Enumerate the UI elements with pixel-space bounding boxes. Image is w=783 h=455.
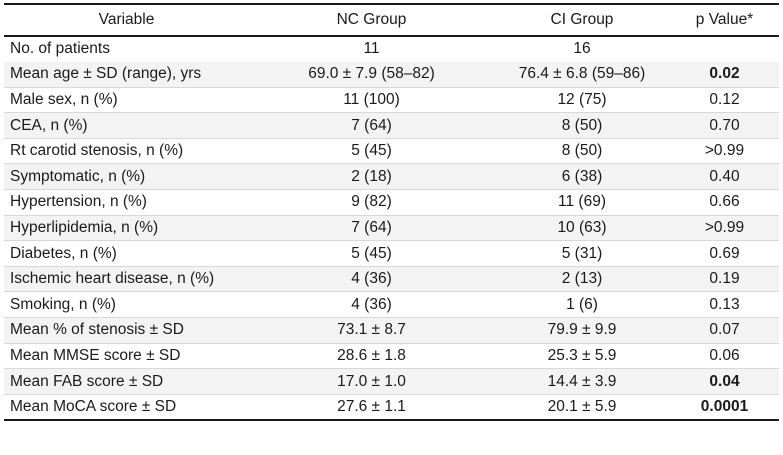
cell-nc-group: 5 (45) <box>249 240 494 267</box>
cell-ci-group: 8 (50) <box>494 138 670 165</box>
table-row: CEA, n (%) 7 (64) 8 (50) 0.70 <box>4 112 779 139</box>
cell-p-value: 0.70 <box>670 112 779 139</box>
cell-nc-group: 7 (64) <box>249 215 494 242</box>
cell-ci-group: 14.4 ± 3.9 <box>494 368 670 395</box>
cell-variable: Symptomatic, n (%) <box>4 163 249 191</box>
table-header: Variable NC Group CI Group p Value* <box>4 3 779 37</box>
cell-p-value: 0.02 <box>670 61 779 88</box>
cell-ci-group: 10 (63) <box>494 215 670 242</box>
cell-nc-group: 11 <box>363 40 380 58</box>
cell-variable: Male sex, n (%) <box>4 87 249 114</box>
cell-nc-group: 2 (18) <box>249 163 494 191</box>
cell-nc-group: 11 (100) <box>249 87 494 114</box>
table-row: Mean age ± SD (range), yrs 69.0 ± 7.9 (58… <box>4 61 779 88</box>
cell-variable: Hypertension, n (%) <box>4 189 249 216</box>
table-body: No. of patients 11 16 Mean age ± SD (range)… <box>4 36 779 421</box>
cell-nc-group: 73.1 ± 8.7 <box>249 317 494 344</box>
table-row: Smoking, n (%) 4 (36) 1 (6) 0.13 <box>4 291 779 319</box>
cell-ci-group: 8 (50) <box>494 112 670 139</box>
cell-ci-group: 16 <box>573 40 591 58</box>
cell-ci-group: 5 (31) <box>494 240 670 267</box>
table-row: Rt carotid stenosis, n (%) 5 (45) 8 (50) >0… <box>4 138 779 165</box>
patient-characteristics-table: Variable NC Group CI Group p Value* No. … <box>4 3 779 421</box>
table-row: Male sex, n (%) 11 (100) 12 (75) 0.12 <box>4 87 779 114</box>
cell-p-value <box>670 36 779 62</box>
table-row: No. of patients 11 16 <box>4 36 779 62</box>
cell-variable: Mean MMSE score ± SD <box>4 343 249 370</box>
cell-variable: Mean MoCA score ± SD <box>4 394 249 421</box>
cell-variable: Hyperlipidemia, n (%) <box>4 215 249 242</box>
header-nc-group: NC Group <box>249 3 494 37</box>
cell-p-value: 0.0001 <box>670 394 779 421</box>
cell-variable: Mean FAB score ± SD <box>4 368 249 395</box>
table-row: Mean FAB score ± SD 17.0 ± 1.0 14.4 ± 3.9 0… <box>4 368 779 395</box>
cell-p-value: >0.99 <box>670 215 779 242</box>
cell-variable: Mean age ± SD (range), yrs <box>4 61 249 88</box>
cell-p-value: >0.99 <box>670 138 779 165</box>
cell-nc-group: 5 (45) <box>249 138 494 165</box>
header-ci-group: CI Group <box>494 3 670 37</box>
cell-variable: Rt carotid stenosis, n (%) <box>4 138 249 165</box>
header-p-value: p Value* <box>670 3 779 37</box>
data-table-container: Variable NC Group CI Group p Value* No. … <box>4 3 779 421</box>
cell-ci-group: 79.9 ± 9.9 <box>494 317 670 344</box>
cell-ci-group: 12 (75) <box>494 87 670 114</box>
cell-variable: Ischemic heart disease, n (%) <box>4 266 249 293</box>
cell-ci-group: 25.3 ± 5.9 <box>494 343 670 370</box>
cell-p-value: 0.07 <box>670 317 779 344</box>
cell-p-value: 0.04 <box>670 368 779 395</box>
header-variable: Variable <box>4 3 249 37</box>
table-row: Ischemic heart disease, n (%) 4 (36) 2 (13… <box>4 266 779 293</box>
table-row: Mean MoCA score ± SD 27.6 ± 1.1 20.1 ± 5.9… <box>4 394 779 421</box>
cell-p-value: 0.69 <box>670 240 779 267</box>
header-row: Variable NC Group CI Group p Value* <box>4 3 779 37</box>
cell-variable: Mean % of stenosis ± SD <box>4 317 249 344</box>
cell-nc-group: 28.6 ± 1.8 <box>249 343 494 370</box>
table-row: Mean MMSE score ± SD 28.6 ± 1.8 25.3 ± 5.9… <box>4 343 779 370</box>
table-row: Hypertension, n (%) 9 (82) 11 (69) 0.66 <box>4 189 779 216</box>
cell-variable: Smoking, n (%) <box>4 291 249 319</box>
cell-p-value: 0.13 <box>670 291 779 319</box>
table-row: Symptomatic, n (%) 2 (18) 6 (38) 0.40 <box>4 163 779 191</box>
cell-p-value: 0.12 <box>670 87 779 114</box>
cell-p-value: 0.40 <box>670 163 779 191</box>
cell-ci-group: 6 (38) <box>494 163 670 191</box>
cell-variable: CEA, n (%) <box>4 112 249 139</box>
cell-nc-group: 27.6 ± 1.1 <box>249 394 494 421</box>
table-row: Diabetes, n (%) 5 (45) 5 (31) 0.69 <box>4 240 779 267</box>
cell-p-value: 0.06 <box>670 343 779 370</box>
cell-variable: No. of patients <box>10 40 110 58</box>
cell-nc-group: 4 (36) <box>249 291 494 319</box>
cell-nc-group: 4 (36) <box>249 266 494 293</box>
cell-p-value: 0.66 <box>670 189 779 216</box>
cell-ci-group: 11 (69) <box>494 189 670 216</box>
cell-nc-group: 69.0 ± 7.9 (58–82) <box>249 61 494 88</box>
cell-ci-group: 76.4 ± 6.8 (59–86) <box>494 61 670 88</box>
cell-nc-group: 9 (82) <box>249 189 494 216</box>
cell-p-value: 0.19 <box>670 266 779 293</box>
table-row: Mean % of stenosis ± SD 73.1 ± 8.7 79.9 ± … <box>4 317 779 344</box>
cell-nc-group: 17.0 ± 1.0 <box>249 368 494 395</box>
cell-ci-group: 2 (13) <box>494 266 670 293</box>
cell-variable: Diabetes, n (%) <box>4 240 249 267</box>
cell-ci-group: 20.1 ± 5.9 <box>494 394 670 421</box>
table-row: Hyperlipidemia, n (%) 7 (64) 10 (63) >0.99 <box>4 215 779 242</box>
cell-ci-group: 1 (6) <box>494 291 670 319</box>
cell-nc-group: 7 (64) <box>249 112 494 139</box>
